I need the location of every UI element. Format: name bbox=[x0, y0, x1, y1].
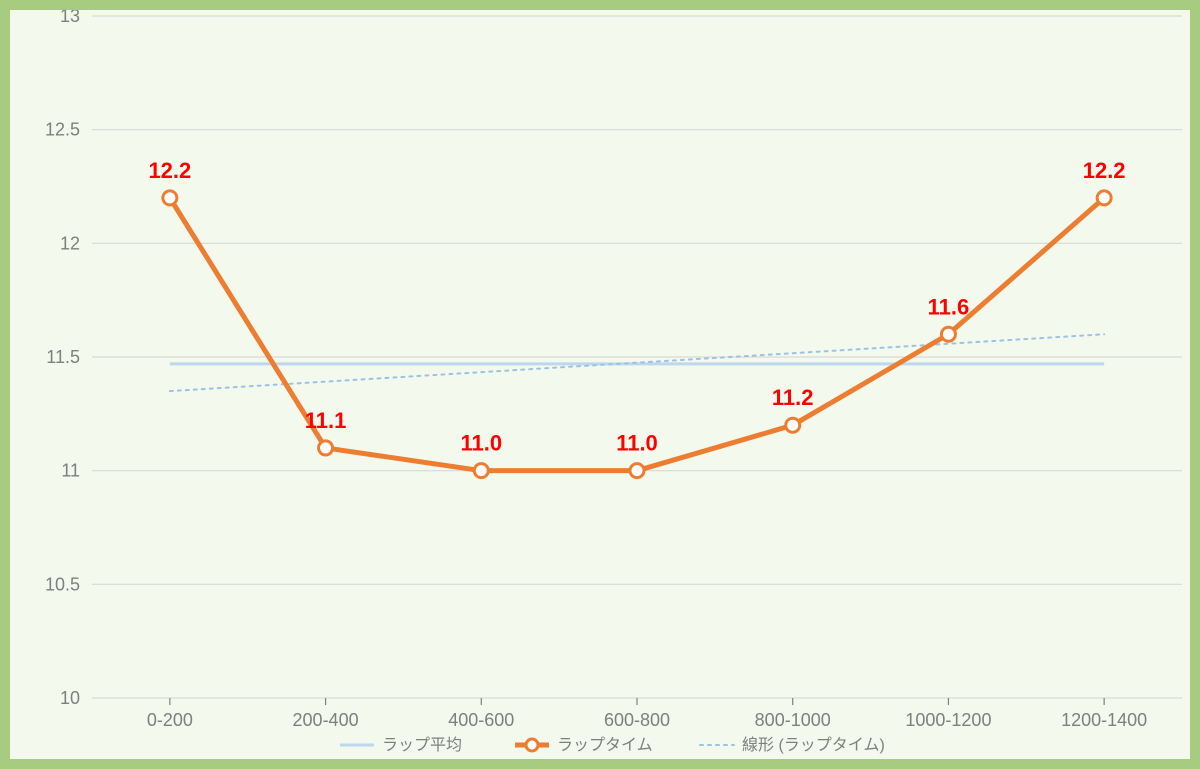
series-laptime-marker bbox=[1097, 191, 1111, 205]
y-tick-label: 12 bbox=[60, 233, 80, 253]
y-tick-label: 10 bbox=[60, 688, 80, 708]
legend-swatch-laptime-marker bbox=[526, 739, 538, 751]
series-laptime-datalabel: 11.1 bbox=[305, 408, 347, 433]
y-tick-label: 12.5 bbox=[45, 120, 80, 140]
series-laptime-datalabel: 12.2 bbox=[1083, 158, 1126, 183]
series-laptime-datalabel: 11.0 bbox=[460, 431, 502, 456]
legend-label-average: ラップ平均 bbox=[382, 736, 462, 754]
legend-label-trend: 線形 (ラップタイム) bbox=[742, 736, 885, 754]
y-tick-label: 13 bbox=[60, 10, 80, 26]
x-tick-label: 0-200 bbox=[147, 710, 193, 730]
chart-outer-border: 10 10.5 11 11.5 12 12.5 13 0-200 200-400 400-600 6… bbox=[0, 0, 1200, 769]
series-laptime-marker bbox=[786, 418, 800, 432]
series-laptime-marker bbox=[941, 327, 955, 341]
x-tick-label: 400-600 bbox=[448, 710, 514, 730]
legend-label-laptime: ラップタイム bbox=[557, 736, 653, 754]
series-laptime-datalabel: 12.2 bbox=[148, 158, 191, 183]
y-tick-label: 11.5 bbox=[46, 347, 80, 367]
series-laptime-datalabel: 11.0 bbox=[616, 431, 658, 456]
series-laptime-marker bbox=[474, 464, 488, 478]
x-tick-label: 1000-1200 bbox=[905, 710, 991, 730]
series-laptime-datalabel: 11.2 bbox=[772, 385, 814, 410]
x-tick-label: 800-1000 bbox=[755, 710, 831, 730]
series-laptime-marker bbox=[630, 464, 644, 478]
y-tick-label: 11 bbox=[61, 461, 80, 481]
x-tick-label: 600-800 bbox=[604, 710, 670, 730]
y-tick-label: 10.5 bbox=[45, 574, 80, 594]
series-laptime-datalabel: 11.6 bbox=[928, 294, 970, 319]
series-laptime-marker bbox=[319, 441, 333, 455]
x-tick-label: 1200-1400 bbox=[1061, 710, 1147, 730]
chart-plot-area: 10 10.5 11 11.5 12 12.5 13 0-200 200-400 400-600 6… bbox=[10, 10, 1190, 759]
chart-svg: 10 10.5 11 11.5 12 12.5 13 0-200 200-400 400-600 6… bbox=[10, 10, 1190, 759]
x-tick-label: 200-400 bbox=[293, 710, 359, 730]
series-laptime-marker bbox=[163, 191, 177, 205]
